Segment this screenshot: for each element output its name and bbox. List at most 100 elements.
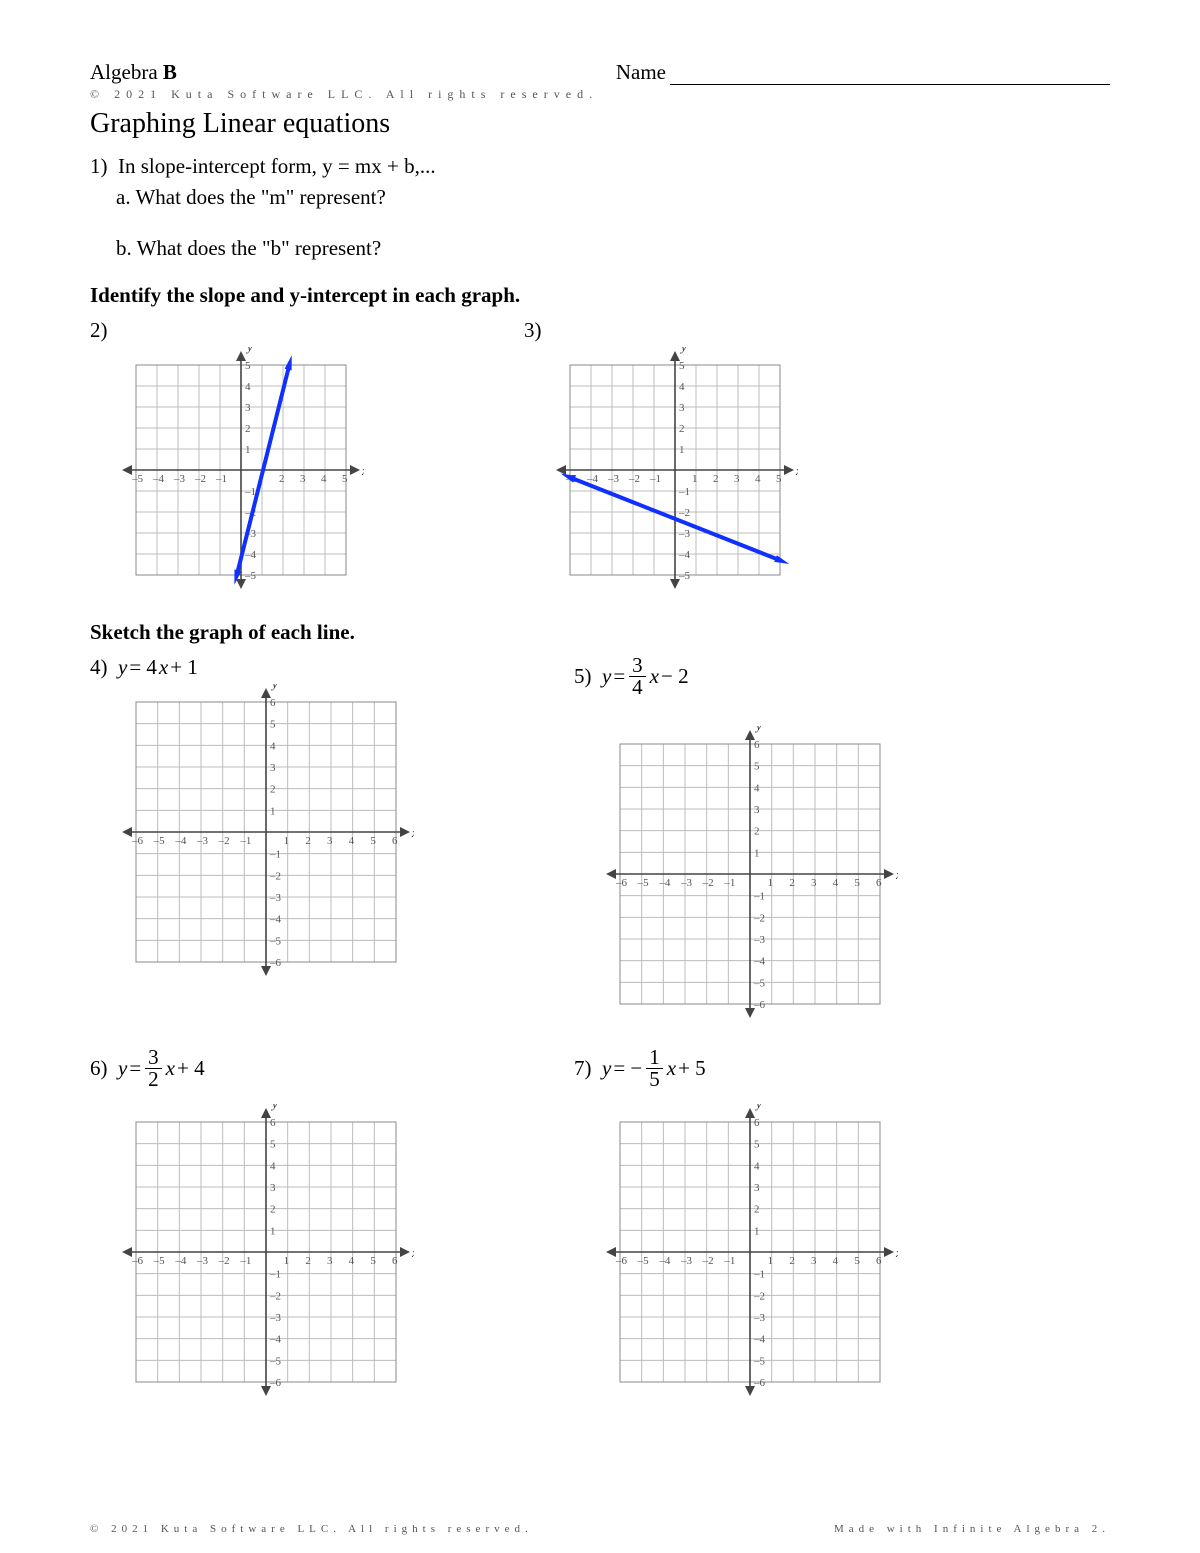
svg-text:1: 1	[692, 473, 698, 485]
svg-text:–4: –4	[753, 956, 766, 968]
svg-text:y: y	[270, 1104, 278, 1111]
svg-text:2: 2	[789, 1255, 795, 1267]
svg-text:–3: –3	[753, 934, 766, 946]
svg-text:–6: –6	[269, 1377, 282, 1389]
svg-text:6: 6	[392, 835, 398, 847]
svg-text:y: y	[754, 726, 762, 733]
svg-text:x: x	[361, 463, 364, 478]
name-field: Name	[616, 60, 1110, 85]
svg-text:5: 5	[854, 1255, 860, 1267]
section-identify: Identify the slope and y-intercept in ea…	[90, 283, 1110, 308]
svg-text:3: 3	[300, 473, 306, 485]
svg-text:–5: –5	[637, 877, 650, 889]
svg-text:6: 6	[270, 1117, 276, 1129]
svg-text:–1: –1	[269, 1269, 281, 1281]
question-7: 7) y = − 15x + 5	[574, 1047, 898, 1090]
question-5: 5) y = 34x − 2	[574, 655, 898, 698]
svg-text:–3: –3	[678, 528, 691, 540]
course-label: Algebra B	[90, 60, 177, 85]
svg-text:–1: –1	[723, 877, 735, 889]
svg-text:1: 1	[768, 1255, 774, 1267]
svg-text:5: 5	[245, 360, 251, 372]
svg-text:–4: –4	[244, 549, 257, 561]
svg-text:1: 1	[270, 1226, 276, 1238]
svg-text:–3: –3	[196, 1255, 209, 1267]
svg-text:–2: –2	[218, 1255, 230, 1267]
footer-left: © 2021 Kuta Software LLC. All rights res…	[90, 1523, 533, 1535]
svg-text:–6: –6	[131, 1255, 144, 1267]
svg-text:y: y	[754, 1104, 762, 1111]
svg-text:–2: –2	[753, 913, 765, 925]
svg-text:–4: –4	[658, 877, 671, 889]
svg-text:–6: –6	[753, 1377, 766, 1389]
svg-text:–1: –1	[239, 1255, 251, 1267]
svg-text:–4: –4	[753, 1334, 766, 1346]
svg-text:4: 4	[270, 741, 276, 753]
svg-text:–1: –1	[244, 486, 256, 498]
svg-text:–6: –6	[615, 1255, 628, 1267]
svg-text:–5: –5	[753, 978, 766, 990]
question-2-number: 2)	[90, 318, 364, 343]
svg-text:1: 1	[754, 848, 760, 860]
svg-text:4: 4	[754, 783, 760, 795]
svg-text:1: 1	[679, 444, 685, 456]
name-blank-line[interactable]	[670, 60, 1110, 85]
svg-text:3: 3	[679, 402, 685, 414]
svg-text:5: 5	[270, 1139, 276, 1151]
graph-3: –5–5–4–4–3–3–2–2–1–11122334455xy	[552, 347, 798, 598]
svg-text:y: y	[245, 347, 253, 354]
svg-text:2: 2	[305, 835, 311, 847]
svg-text:6: 6	[876, 877, 882, 889]
svg-text:–3: –3	[753, 1312, 766, 1324]
svg-text:5: 5	[754, 1139, 760, 1151]
svg-text:5: 5	[854, 877, 860, 889]
svg-text:–5: –5	[753, 1356, 766, 1368]
svg-text:6: 6	[754, 739, 760, 751]
svg-text:–3: –3	[680, 877, 693, 889]
svg-text:3: 3	[754, 804, 760, 816]
svg-text:4: 4	[270, 1161, 276, 1173]
svg-text:–1: –1	[753, 1269, 765, 1281]
svg-text:–4: –4	[678, 549, 691, 561]
svg-text:–6: –6	[131, 835, 144, 847]
svg-text:3: 3	[811, 877, 817, 889]
question-1a: a. What does the "m" represent?	[116, 185, 1110, 210]
question-1: 1) In slope-intercept form, y = mx + b,.…	[90, 154, 1110, 179]
svg-text:4: 4	[321, 473, 327, 485]
svg-text:–5: –5	[153, 835, 166, 847]
svg-text:1: 1	[754, 1226, 760, 1238]
svg-text:4: 4	[833, 1255, 839, 1267]
svg-text:x: x	[795, 463, 798, 478]
svg-text:1: 1	[270, 806, 276, 818]
svg-text:3: 3	[811, 1255, 817, 1267]
svg-text:–3: –3	[269, 892, 282, 904]
svg-text:–1: –1	[649, 473, 661, 485]
svg-text:5: 5	[754, 761, 760, 773]
question-3-number: 3)	[524, 318, 798, 343]
graph-6: –6–6–5–5–4–4–3–3–2–2–1–1112233445566xy	[118, 1104, 414, 1405]
svg-text:–6: –6	[269, 957, 282, 969]
svg-text:4: 4	[754, 1161, 760, 1173]
svg-text:2: 2	[754, 1204, 760, 1216]
svg-text:–2: –2	[678, 507, 690, 519]
svg-text:2: 2	[754, 826, 760, 838]
svg-text:2: 2	[679, 423, 685, 435]
svg-text:2: 2	[713, 473, 719, 485]
svg-text:–3: –3	[680, 1255, 693, 1267]
svg-text:5: 5	[342, 473, 348, 485]
svg-text:6: 6	[270, 697, 276, 709]
svg-text:–6: –6	[753, 999, 766, 1011]
svg-text:–5: –5	[637, 1255, 650, 1267]
svg-text:y: y	[270, 684, 278, 691]
graph-2: –5–5–4–4–3–3–2–2–1–11122334455xy	[118, 347, 364, 598]
svg-text:5: 5	[270, 719, 276, 731]
svg-text:–2: –2	[194, 473, 206, 485]
svg-text:5: 5	[679, 360, 685, 372]
svg-text:5: 5	[370, 1255, 376, 1267]
svg-text:x: x	[411, 1245, 414, 1260]
svg-text:2: 2	[245, 423, 251, 435]
copyright-top: © 2021 Kuta Software LLC. All rights res…	[90, 87, 1110, 102]
svg-text:–4: –4	[658, 1255, 671, 1267]
page-title: Graphing Linear equations	[90, 108, 1110, 140]
svg-text:3: 3	[270, 762, 276, 774]
